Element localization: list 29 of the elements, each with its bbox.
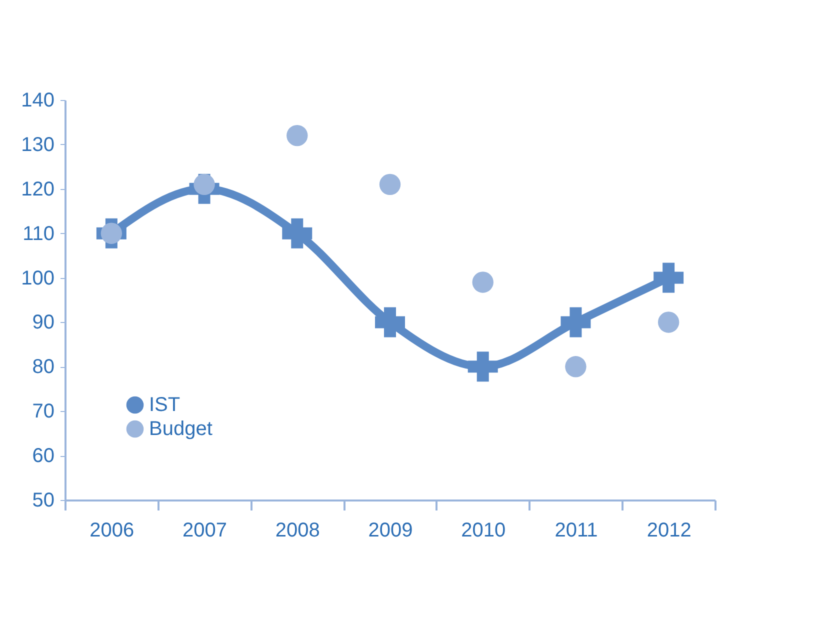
x-tick-label: 2011 <box>554 520 598 542</box>
y-tick-label: 80 <box>32 356 54 378</box>
y-tick-label: 110 <box>22 222 54 245</box>
point <box>654 262 684 293</box>
point <box>468 352 498 382</box>
point <box>375 307 405 338</box>
x-tick-label: 2007 <box>182 520 228 542</box>
y-tick-label: 50 <box>32 490 54 512</box>
point <box>286 124 308 146</box>
point <box>658 312 680 333</box>
x-tick-label: 2012 <box>646 520 692 542</box>
y-tick-label: 70 <box>32 400 54 423</box>
y-tick-label: 100 <box>21 267 54 290</box>
y-tick-label: 90 <box>32 312 54 334</box>
x-tick-label: 2010 <box>461 520 506 542</box>
x-tick-label: 2008 <box>275 520 320 542</box>
point <box>560 307 591 338</box>
y-tick-label: 140 <box>21 90 54 112</box>
x-tick-label: 2006 <box>90 520 134 542</box>
legend-label: Budget <box>149 418 213 440</box>
point <box>472 272 494 293</box>
y-tick-label: 130 <box>21 134 54 156</box>
y-tick-label: 120 <box>21 178 54 200</box>
point <box>379 174 401 196</box>
point <box>565 356 586 378</box>
y-tick-label: 60 <box>32 445 54 468</box>
point <box>282 218 312 248</box>
x-tick-label: 2009 <box>368 520 413 542</box>
legend-label: IST <box>149 394 180 416</box>
